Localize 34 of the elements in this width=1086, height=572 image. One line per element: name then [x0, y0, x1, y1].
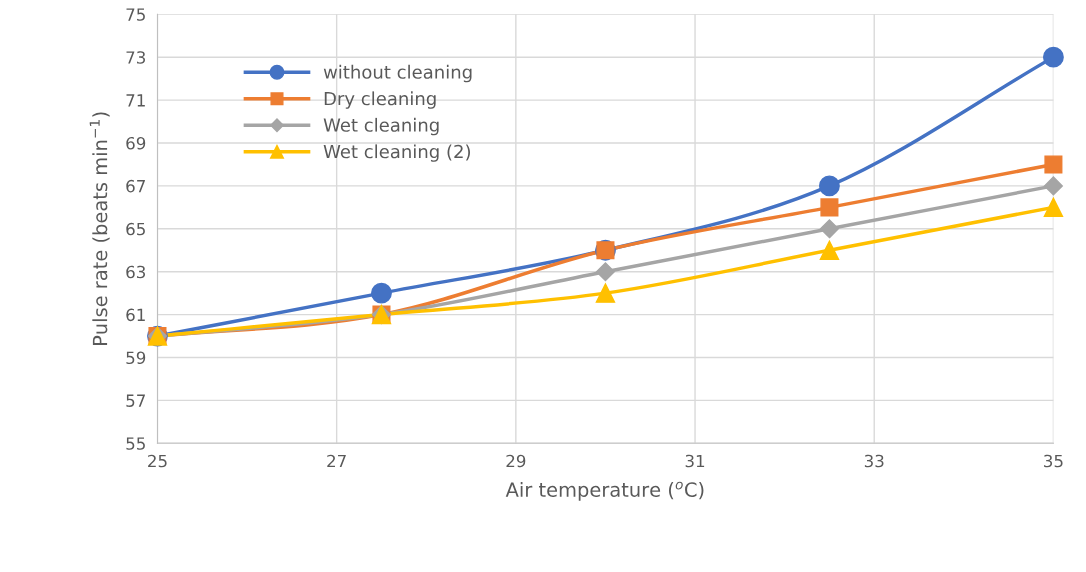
point	[819, 240, 840, 260]
y-tick-label: 65	[126, 222, 145, 236]
y-tick-label: 67	[126, 179, 145, 193]
y-tick-label: 59	[126, 351, 146, 365]
point	[1043, 46, 1064, 68]
point	[595, 262, 615, 282]
y-tick-label: 75	[126, 8, 145, 21]
legend-label: Wet cleaning	[323, 117, 439, 136]
x-tick-label: 35	[1044, 454, 1063, 468]
point	[595, 283, 616, 303]
point	[371, 282, 392, 304]
point	[819, 219, 839, 239]
y-tick-label: 69	[126, 136, 146, 150]
legend-label: Dry cleaning	[324, 91, 436, 109]
y-tick-label: 73	[126, 51, 146, 64]
x-axis-title: Air temperature ($^{o}$C)	[505, 481, 704, 501]
y-tick-label: 55	[126, 437, 145, 450]
point	[819, 175, 840, 197]
x-tick-label: 31	[685, 454, 705, 468]
point	[1043, 197, 1064, 218]
point	[1043, 176, 1063, 196]
legend-label: Wet cleaning (2)	[323, 144, 470, 162]
y-axis-title: Pulse rate (beats min$^{−1}$)	[89, 112, 110, 346]
x-tick-label: 25	[148, 454, 167, 468]
x-tick-label: 33	[864, 454, 884, 468]
point	[1044, 155, 1063, 174]
y-tick-label: 63	[126, 265, 146, 279]
y-tick-label: 57	[126, 394, 145, 407]
y-tick-label: 61	[126, 308, 145, 322]
x-tick-label: 29	[506, 454, 526, 468]
y-tick-label: 71	[126, 94, 145, 107]
legend-label: without cleaning	[323, 64, 472, 83]
point	[820, 198, 839, 217]
x-tick-label: 27	[327, 454, 346, 468]
